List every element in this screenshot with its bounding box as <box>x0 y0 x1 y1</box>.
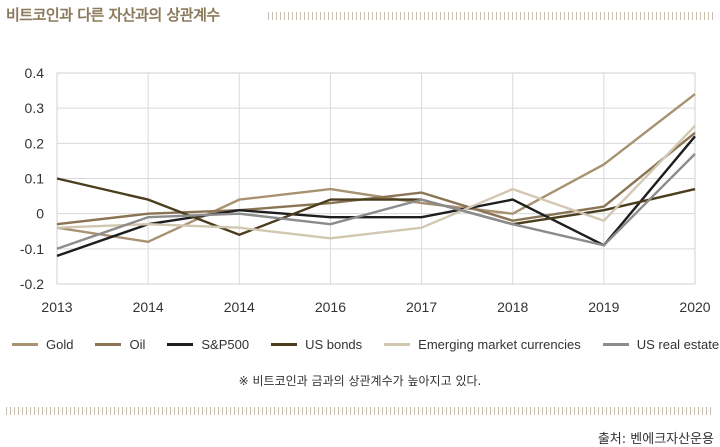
source-credit: 출처: 벤에크자산운용 <box>597 432 714 447</box>
y-tick-label: -0.1 <box>20 241 44 257</box>
x-tick-label: 2020 <box>679 299 710 315</box>
y-tick-label: 0 <box>36 206 44 222</box>
y-tick-label: -0.2 <box>20 276 44 292</box>
dotted-divider-bottom <box>6 407 714 415</box>
dotted-divider-top <box>268 12 715 20</box>
legend-label: Gold <box>46 336 74 352</box>
series-line-us-real-estate <box>56 153 696 250</box>
legend-swatch <box>95 342 122 346</box>
chart-note: ※ 비트코인과 금과의 상관계수가 높아지고 있다. <box>238 374 482 388</box>
legend-swatch <box>384 342 411 346</box>
legend-swatch <box>271 342 298 346</box>
y-tick-label: 0.2 <box>25 135 45 151</box>
legend-label: Oil <box>129 336 146 352</box>
series-line-us-bonds <box>56 177 696 237</box>
legend-item: Oil <box>95 337 145 352</box>
y-tick-label: 0.3 <box>25 100 45 116</box>
x-tick-label: 2019 <box>588 299 619 315</box>
legend-label: Emerging market currencies <box>418 336 581 352</box>
chart-title: 비트코인과 다른 자산과의 상관계수 <box>6 6 220 24</box>
x-tick-label: 2017 <box>406 299 437 315</box>
legend-label: US bonds <box>305 336 363 352</box>
legend-swatch <box>602 342 629 346</box>
legend-item: US bonds <box>271 337 362 352</box>
legend-label: US real estate <box>636 336 720 352</box>
legend-swatch <box>167 342 194 346</box>
x-tick-label: 2014 <box>224 299 255 315</box>
x-tick-label: 2016 <box>315 299 346 315</box>
series-line-oil <box>56 131 696 226</box>
series-line-s-p500 <box>56 135 696 258</box>
y-tick-label: 0.4 <box>25 65 45 81</box>
legend-swatch <box>12 342 38 346</box>
y-tick-label: 0.1 <box>25 171 45 187</box>
series-line-gold <box>56 93 696 244</box>
legend-item: US real estate <box>602 336 720 352</box>
legend-item: Emerging market currencies <box>384 337 581 352</box>
x-tick-label: 2013 <box>41 299 72 315</box>
legend-item: Gold <box>12 337 73 352</box>
legend-label: S&P500 <box>201 336 250 352</box>
series-line-emerging-market-currencies <box>56 124 696 240</box>
legend-item: S&P500 <box>167 337 249 352</box>
x-tick-label: 2018 <box>497 299 528 315</box>
chart-legend: Gold Oil S&P500 US bonds Emerging market cur… <box>12 334 719 354</box>
x-tick-label: 2014 <box>133 299 164 315</box>
